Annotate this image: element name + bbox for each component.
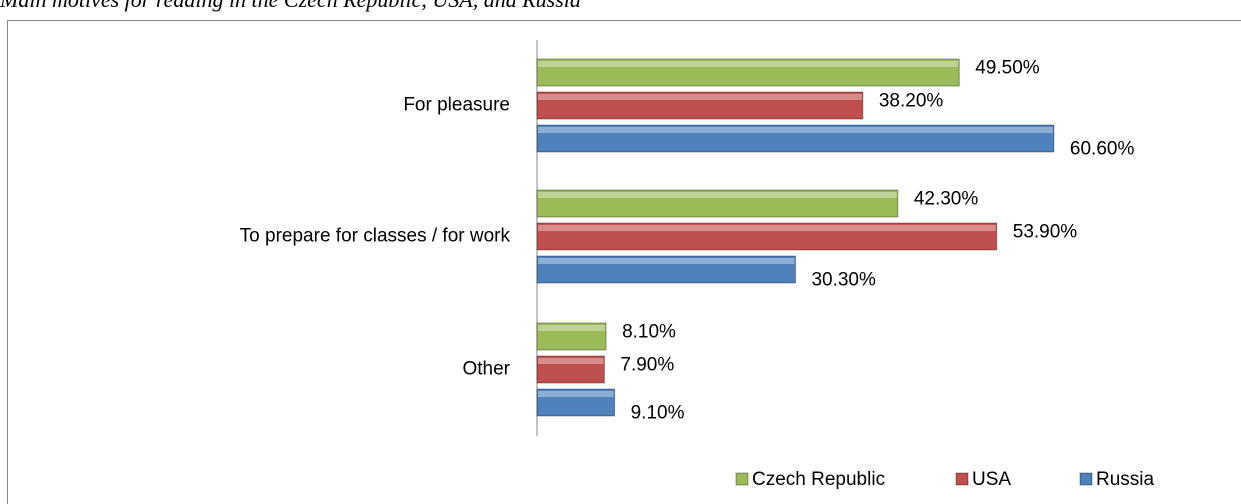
bar-highlight bbox=[538, 127, 1053, 133]
bar bbox=[536, 222, 998, 251]
bar-highlight bbox=[538, 358, 604, 364]
value-label: 49.50% bbox=[975, 58, 1040, 79]
bar bbox=[536, 189, 899, 218]
value-label: 7.90% bbox=[620, 355, 674, 376]
bar bbox=[536, 124, 1055, 153]
bar bbox=[536, 255, 796, 284]
bar bbox=[536, 388, 616, 417]
value-label: 60.60% bbox=[1070, 139, 1135, 160]
legend-swatch bbox=[735, 472, 749, 486]
legend-label: Russia bbox=[1096, 469, 1155, 490]
value-label: 42.30% bbox=[914, 189, 979, 210]
bar bbox=[536, 322, 607, 351]
value-label: 9.10% bbox=[631, 403, 685, 424]
bar-highlight bbox=[538, 225, 996, 231]
legend-label: Czech Republic bbox=[752, 469, 885, 490]
legend-label: USA bbox=[972, 469, 1011, 490]
category-label: To prepare for classes / for work bbox=[240, 226, 511, 247]
bar bbox=[536, 355, 605, 384]
bar bbox=[536, 91, 864, 120]
bar bbox=[536, 58, 960, 87]
bar-highlight bbox=[538, 192, 897, 198]
value-label: 30.30% bbox=[811, 270, 876, 291]
bar-highlight bbox=[538, 325, 606, 331]
value-label: 8.10% bbox=[622, 322, 676, 343]
value-label: 53.90% bbox=[1013, 222, 1078, 243]
legend-swatch bbox=[1079, 472, 1093, 486]
chart-title: Main motives for reading in the Czech Re… bbox=[0, 0, 581, 12]
category-label: Other bbox=[462, 359, 510, 380]
bar-highlight bbox=[538, 391, 614, 397]
legend-swatch bbox=[955, 472, 969, 486]
value-label: 38.20% bbox=[879, 91, 944, 112]
bar-highlight bbox=[538, 61, 959, 67]
bar-highlight bbox=[538, 258, 795, 264]
chart-border bbox=[7, 20, 1241, 504]
bar-highlight bbox=[538, 94, 862, 100]
category-label: For pleasure bbox=[403, 95, 510, 116]
